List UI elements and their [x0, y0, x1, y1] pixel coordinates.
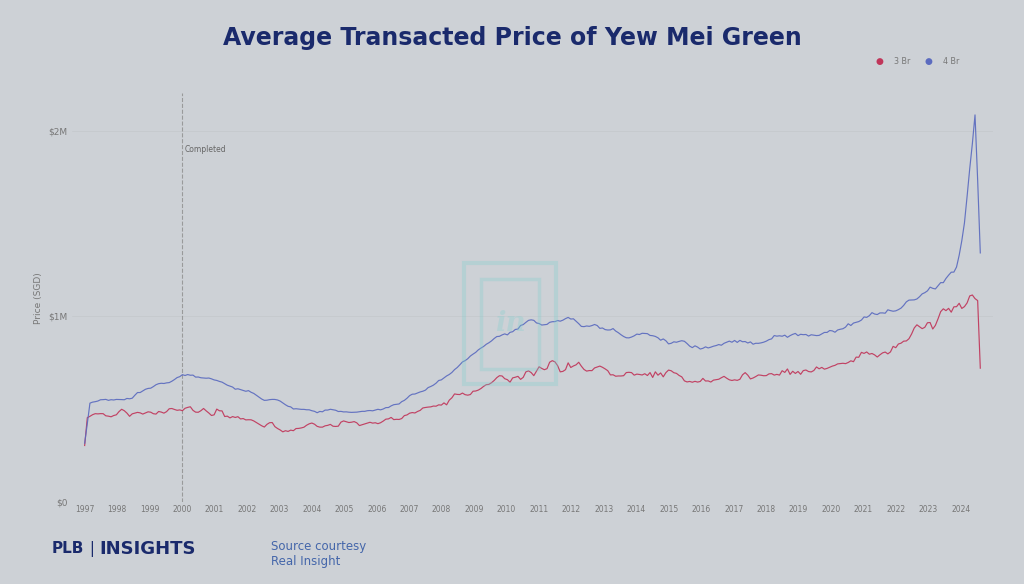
- Text: Source courtesy
Real Insight: Source courtesy Real Insight: [271, 540, 367, 568]
- Text: 3 Br: 3 Br: [894, 57, 910, 66]
- Text: Average Transacted Price of Yew Mei Green: Average Transacted Price of Yew Mei Gree…: [222, 26, 802, 50]
- Text: in: in: [495, 310, 525, 337]
- Text: Completed: Completed: [184, 145, 226, 155]
- Text: 4 Br: 4 Br: [943, 57, 959, 66]
- Text: ●: ●: [876, 57, 884, 66]
- Bar: [481, 279, 539, 369]
- Text: |: |: [85, 541, 100, 557]
- Text: INSIGHTS: INSIGHTS: [99, 540, 196, 558]
- Text: PLB: PLB: [51, 541, 84, 557]
- Y-axis label: Price (SGD): Price (SGD): [34, 272, 43, 324]
- Text: ●: ●: [925, 57, 933, 66]
